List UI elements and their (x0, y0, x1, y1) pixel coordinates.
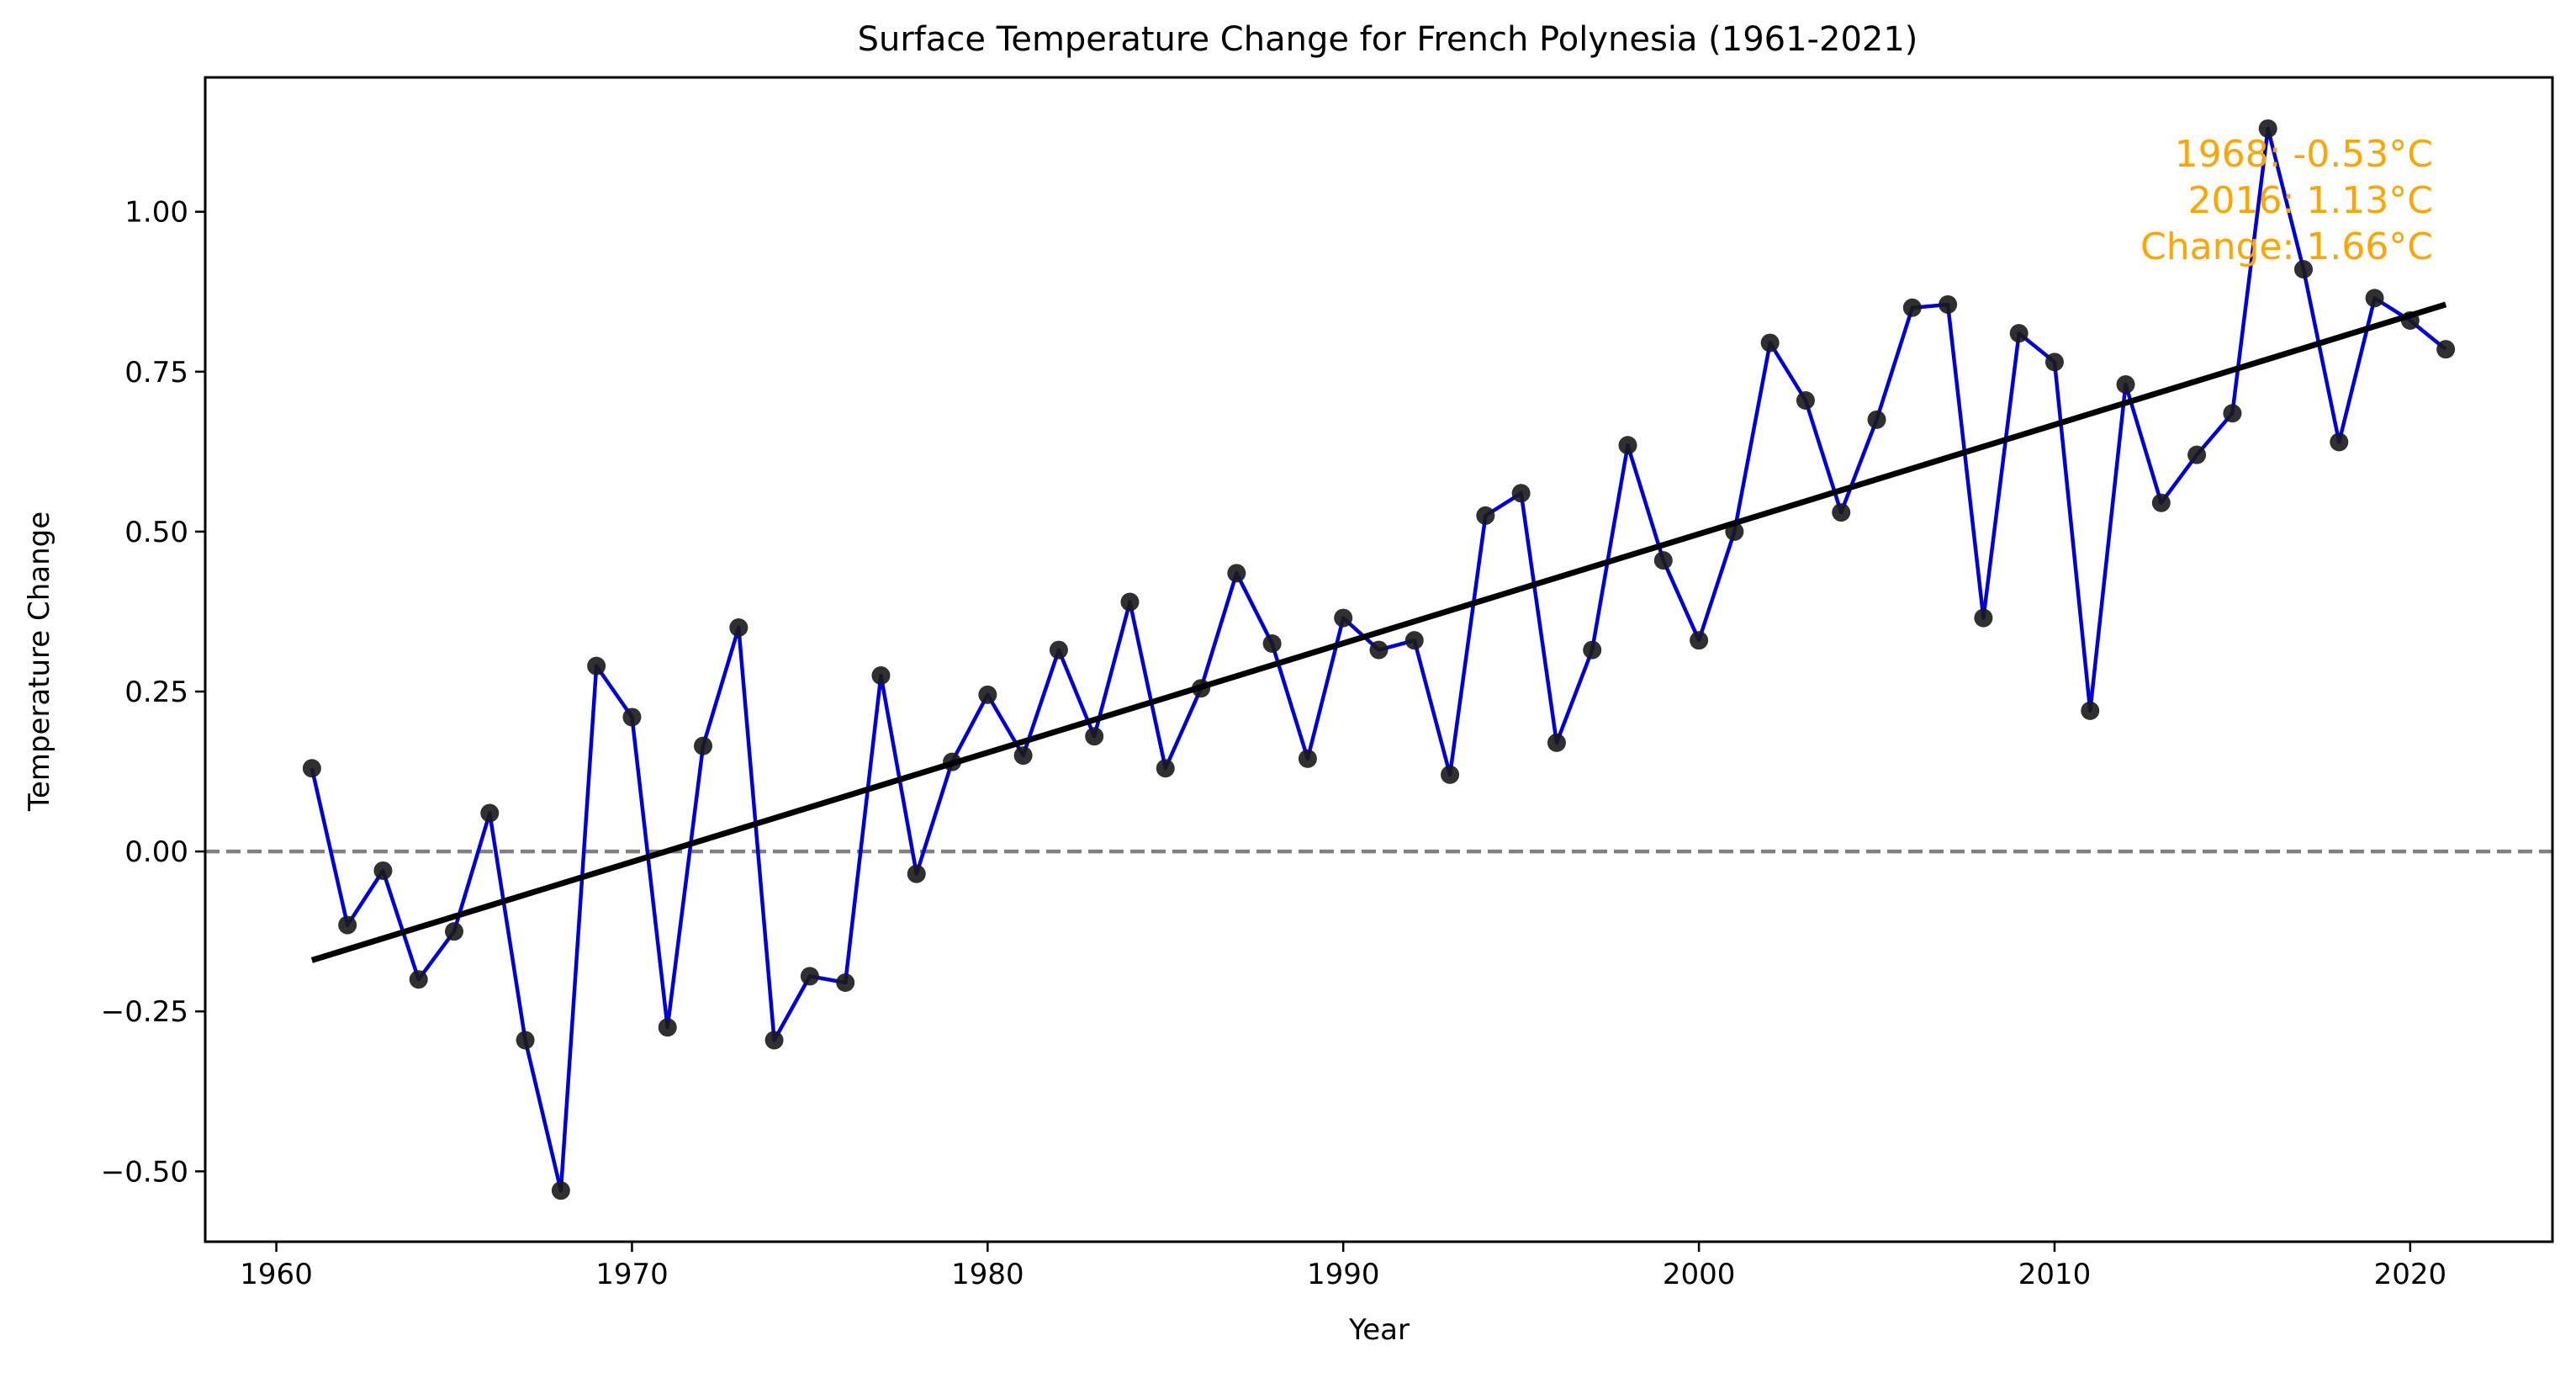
y-tick-label-3: 0.25 (124, 676, 188, 709)
data-point-1970 (622, 708, 642, 727)
data-point-1989 (1298, 749, 1317, 768)
data-point-2004 (1832, 503, 1851, 522)
x-tick-label-1990: 1990 (1307, 1258, 1380, 1291)
data-point-1982 (1049, 640, 1068, 660)
data-point-1973 (729, 617, 748, 637)
y-tick-label-2: 0.00 (124, 835, 188, 869)
data-point-2003 (1796, 391, 1815, 411)
x-tick-label-1980: 1980 (951, 1258, 1024, 1291)
data-point-2010 (2044, 352, 2064, 372)
data-point-2000 (1690, 631, 1709, 650)
data-point-1968 (551, 1181, 570, 1200)
data-point-2006 (1902, 298, 1922, 317)
plot-area: 1960 1970 1980 1990 2000 2010 2020 −0.50 −0.25 0.… (101, 76, 2554, 1291)
y-axis-label: Temperature Change (23, 511, 56, 812)
x-tick-label-1970: 1970 (595, 1258, 669, 1291)
data-point-1997 (1583, 640, 1602, 660)
data-point-1967 (516, 1031, 535, 1050)
data-point-1985 (1156, 759, 1175, 778)
data-point-1995 (1511, 484, 1531, 503)
data-point-1983 (1085, 727, 1104, 746)
data-point-2008 (1974, 608, 1993, 628)
data-point-1992 (1404, 631, 1424, 650)
data-point-1966 (480, 803, 500, 823)
data-point-2007 (1939, 294, 1958, 314)
data-point-1977 (871, 666, 891, 686)
data-point-2013 (2151, 493, 2171, 512)
data-point-2002 (1760, 333, 1780, 352)
data-point-1974 (764, 1031, 784, 1050)
data-point-1978 (907, 864, 926, 883)
data-point-2014 (2187, 445, 2207, 464)
data-point-2005 (1867, 410, 1886, 429)
data-point-1971 (658, 1018, 677, 1037)
data-point-1991 (1369, 640, 1389, 660)
trend-line (310, 301, 2447, 963)
data-point-2016 (2258, 119, 2277, 138)
data-point-1999 (1653, 551, 1673, 570)
data-point-2015 (2223, 404, 2242, 423)
x-tick-label-2000: 2000 (1663, 1258, 1736, 1291)
data-point-2017 (2293, 260, 2313, 279)
data-point-1976 (836, 973, 855, 993)
data-point-1962 (338, 915, 357, 935)
data-point-1998 (1618, 436, 1637, 455)
annotation-text: 1968: -0.53°C 2016: 1.13°C Change: 1.66°… (2140, 133, 2433, 268)
x-tick-label-2010: 2010 (2018, 1258, 2092, 1291)
data-point-1981 (1013, 746, 1033, 766)
x-tick-label-1960: 1960 (240, 1258, 313, 1291)
axes-frame (204, 76, 2554, 1243)
data-point-2011 (2081, 701, 2100, 720)
chart-title: Surface Temperature Change for French Po… (858, 20, 1918, 59)
data-point-1980 (978, 685, 997, 704)
data-point-1972 (694, 736, 713, 755)
data-point-1965 (445, 922, 464, 941)
data-point-2021 (2436, 340, 2456, 359)
data-point-1988 (1262, 633, 1282, 653)
x-tick-label-2020: 2020 (2374, 1258, 2447, 1291)
data-point-1975 (800, 967, 819, 986)
y-tick-label-1: −0.25 (101, 995, 188, 1029)
data-point-1969 (587, 656, 606, 676)
y-tick-label-5: 0.75 (124, 356, 188, 390)
y-tick-label-4: 0.50 (124, 516, 188, 549)
data-point-1993 (1441, 765, 1460, 784)
data-point-1987 (1227, 564, 1246, 583)
data-point-1964 (409, 970, 428, 989)
data-point-2018 (2330, 432, 2349, 452)
data-point-2009 (2009, 324, 2029, 343)
y-tick-label-6: 1.00 (124, 196, 188, 230)
data-point-1994 (1476, 506, 1495, 525)
data-point-1961 (302, 759, 321, 778)
annotation-line-3: Change: 1.66°C (2140, 225, 2433, 268)
data-point-1963 (373, 861, 393, 880)
data-point-2012 (2116, 375, 2135, 395)
x-axis-label: Year (1348, 1313, 1410, 1347)
data-point-1996 (1547, 733, 1566, 752)
annotation-line-2: 2016: 1.13°C (2188, 179, 2433, 222)
y-tick-label-0: −0.50 (101, 1155, 188, 1189)
annotation-line-1: 1968: -0.53°C (2175, 133, 2433, 176)
data-point-1990 (1334, 608, 1353, 628)
data-point-2019 (2365, 289, 2384, 308)
data-point-1984 (1120, 592, 1140, 612)
